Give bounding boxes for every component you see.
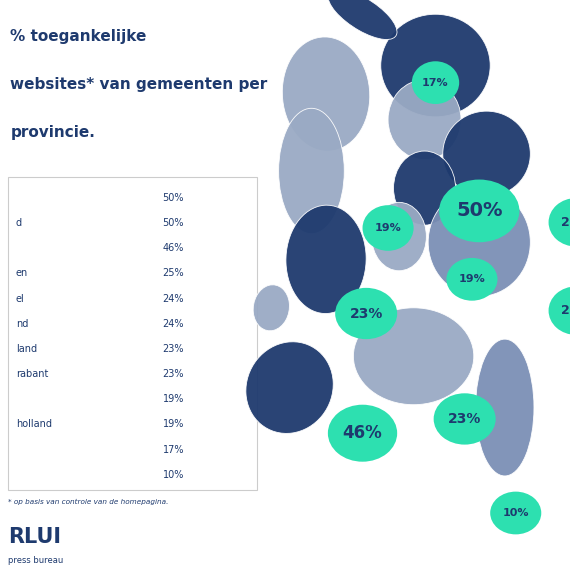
Text: el: el	[16, 294, 25, 304]
Text: press bureau: press bureau	[8, 556, 63, 565]
Ellipse shape	[490, 491, 542, 535]
Text: 24%: 24%	[162, 319, 184, 329]
Text: 25%: 25%	[162, 268, 184, 278]
Text: land: land	[16, 344, 37, 354]
Text: en: en	[16, 268, 28, 278]
Text: holland: holland	[16, 420, 52, 429]
Text: 10%: 10%	[503, 508, 529, 518]
Ellipse shape	[381, 14, 490, 117]
Ellipse shape	[372, 202, 426, 271]
Text: 19%: 19%	[459, 274, 485, 284]
Text: nd: nd	[16, 319, 28, 329]
Text: 19%: 19%	[374, 223, 401, 233]
Text: 23%: 23%	[349, 307, 383, 320]
Text: websites* van gemeenten per: websites* van gemeenten per	[10, 77, 268, 92]
Text: 17%: 17%	[162, 445, 184, 455]
Ellipse shape	[328, 0, 397, 39]
Ellipse shape	[246, 342, 333, 433]
Text: % toegankelijke: % toegankelijke	[10, 28, 147, 43]
Text: 17%: 17%	[422, 78, 449, 88]
Ellipse shape	[363, 205, 414, 251]
Ellipse shape	[282, 37, 370, 151]
Ellipse shape	[428, 188, 530, 296]
Text: 50%: 50%	[162, 218, 184, 228]
Ellipse shape	[434, 393, 496, 445]
Text: 46%: 46%	[162, 243, 184, 253]
Text: 23%: 23%	[162, 369, 184, 379]
Text: 19%: 19%	[162, 394, 184, 404]
Ellipse shape	[353, 308, 474, 405]
Ellipse shape	[393, 151, 455, 225]
Ellipse shape	[548, 286, 570, 335]
Bar	[8, 177, 257, 490]
Ellipse shape	[328, 405, 397, 462]
Text: 50%: 50%	[162, 193, 184, 203]
Text: 24%: 24%	[561, 216, 570, 229]
Ellipse shape	[279, 108, 344, 234]
Ellipse shape	[412, 62, 459, 104]
Text: 10%: 10%	[162, 470, 184, 480]
Text: * op basis van controle van de homepagina.: * op basis van controle van de homepagin…	[8, 499, 168, 505]
Ellipse shape	[439, 180, 519, 242]
Text: 19%: 19%	[162, 420, 184, 429]
Text: 24%: 24%	[162, 294, 184, 304]
Text: d: d	[16, 218, 22, 228]
Text: 50%: 50%	[456, 201, 503, 221]
Ellipse shape	[475, 339, 534, 476]
Text: RLUI: RLUI	[8, 527, 61, 547]
Ellipse shape	[548, 198, 570, 246]
Text: 46%: 46%	[343, 424, 382, 442]
Text: 23%: 23%	[448, 412, 481, 426]
Text: 24%: 24%	[561, 304, 570, 317]
Ellipse shape	[443, 111, 530, 197]
Text: provincie.: provincie.	[10, 125, 95, 140]
Ellipse shape	[286, 205, 366, 314]
Text: rabant: rabant	[16, 369, 48, 379]
Ellipse shape	[446, 258, 498, 301]
Ellipse shape	[335, 288, 397, 339]
Text: 23%: 23%	[162, 344, 184, 354]
Ellipse shape	[388, 80, 461, 160]
Ellipse shape	[253, 285, 290, 331]
